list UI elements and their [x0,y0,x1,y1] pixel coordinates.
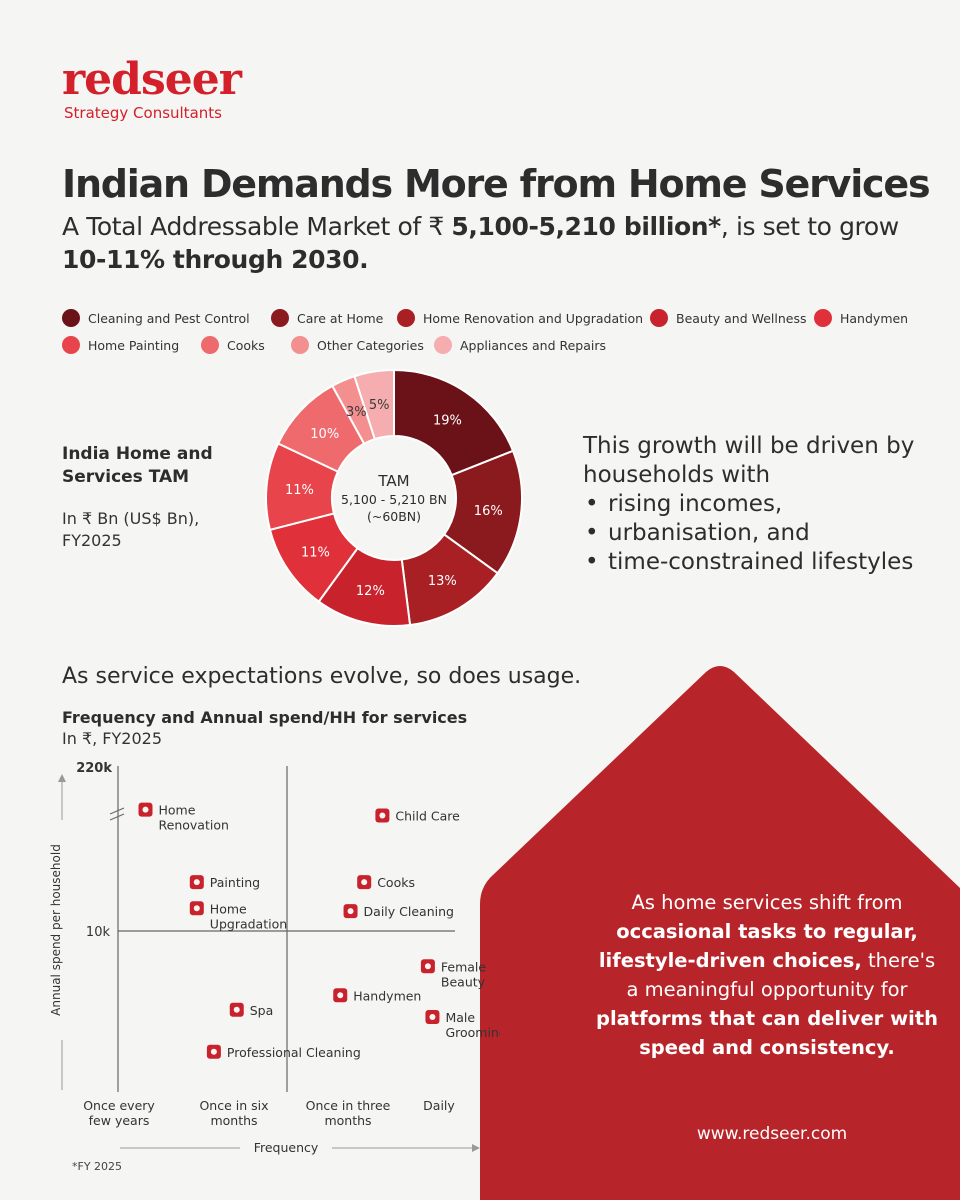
point-label: Home [159,803,196,818]
tam-heading: India Home and Services TAM [62,444,213,487]
male-face-icon [425,1010,440,1024]
point-label: Grooming [445,1025,500,1040]
baby-icon [375,808,390,823]
website-link[interactable]: www.redseer.com [696,1124,848,1144]
x-tick-label: Once every [83,1098,155,1113]
legend-swatch [650,309,668,327]
x-tick-label: months [210,1113,257,1128]
donut-value-label: 16% [474,504,503,519]
point-label: Child Care [395,808,460,823]
legend-item: Beauty and Wellness [650,309,814,327]
page-title: Indian Demands More from Home Services [62,162,931,206]
donut-slice [353,368,395,441]
x-tick-label: months [324,1113,371,1128]
legend-item: Handymen [814,309,908,327]
x-axis-label: Frequency [254,1140,319,1155]
page-subtitle: A Total Addressable Market of ₹ 5,100-5,… [62,212,899,274]
point-label: Upgradation [210,916,287,931]
legend-swatch [434,336,452,354]
point-label: Professional Cleaning [227,1045,361,1060]
x-tick-label: Once in three [306,1098,391,1113]
legend-item: Home Renovation and Upgradation [397,309,650,327]
frequency-chart-title: Frequency and Annual spend/HH for servic… [62,708,468,727]
x-tick-label: Daily [423,1098,455,1113]
y-axis-label: Annual spend per household [49,844,63,1016]
legend-item: Appliances and Repairs [434,336,606,354]
point-label: Beauty [441,974,486,989]
point-label: Cooks [377,875,415,890]
point-label: Male [445,1010,475,1025]
logo-wordmark: redseer [62,54,242,105]
frequency-spend-chart: Annual spend per household Frequency 220… [49,761,500,1155]
donut-center-title: TAM [377,472,409,490]
legend-swatch [201,336,219,354]
toolbox-icon [138,802,153,817]
donut-value-label: 3% [346,405,367,420]
point-label: Female [441,959,487,974]
legend-item: Other Categories [291,336,434,354]
house-message: As home services shift from occasional t… [596,891,938,1059]
female-face-icon [420,959,435,974]
donut-value-label: 11% [301,545,330,560]
growth-bullet: rising incomes, [583,490,923,519]
spa-stones-icon [229,1002,244,1017]
point-label: Daily Cleaning [364,904,454,919]
paint-roller-icon [189,875,204,890]
legend-item: Cooks [201,336,291,354]
handyman-icon [333,988,348,1003]
y-tick-label: 220k [76,761,112,776]
spray-bottle-icon [206,1044,221,1059]
house-shape [480,666,960,1200]
donut-value-label: 13% [428,574,457,589]
x-tick-label: few years [89,1113,150,1128]
y-tick-label: 10k [86,925,111,940]
donut-value-label: 12% [356,584,385,599]
x-tick-label: Once in six [199,1098,268,1113]
legend-swatch [62,309,80,327]
donut-value-label: 10% [310,427,339,442]
cleaner-icon [343,904,358,919]
worker-icon [189,901,204,916]
donut-value-label: 19% [433,413,462,428]
legend-item: Home Painting [62,336,201,354]
tam-unit: In ₹ Bn (US$ Bn), FY2025 [62,509,200,550]
legend-row-2: Home Painting Cooks Other Categories App… [62,336,606,354]
legend-swatch [397,309,415,327]
legend-swatch [291,336,309,354]
logo-tagline: Strategy Consultants [64,104,222,122]
donut-value-label: 11% [285,483,314,498]
donut-center-usd: (~60BN) [367,509,421,524]
growth-bullet: time-constrained lifestyles [583,548,923,577]
footnote: *FY 2025 [72,1160,123,1173]
growth-intro: This growth will be driven by households… [583,433,915,488]
frequency-chart-unit: In ₹, FY2025 [62,729,162,748]
donut-slice [393,368,515,477]
cooking-pan-icon [357,875,372,890]
legend-item: Cleaning and Pest Control [62,309,271,327]
legend-row-1: Cleaning and Pest Control Care at Home H… [62,309,908,327]
growth-drivers: This growth will be driven by households… [583,432,923,577]
growth-bullet: urbanisation, and [583,519,923,548]
point-label: Spa [250,1003,274,1018]
legend-swatch [814,309,832,327]
legend-swatch [271,309,289,327]
donut-center-value: 5,100 - 5,210 BN [341,492,447,507]
point-label: Home [210,901,247,916]
tam-donut-chart: 19% 16% 13% 12% 11% 11% 10% 3% 5% TAM 5,100 - 5,… [265,368,523,627]
donut-value-label: 5% [369,398,390,413]
point-label: Renovation [159,818,229,833]
usage-heading: As service expectations evolve, so does … [62,664,582,689]
point-label: Painting [210,875,260,890]
legend-swatch [62,336,80,354]
point-label: Handymen [353,988,421,1003]
legend-item: Care at Home [271,309,397,327]
growth-bullet-list: rising incomes, urbanisation, and time-c… [583,490,923,577]
